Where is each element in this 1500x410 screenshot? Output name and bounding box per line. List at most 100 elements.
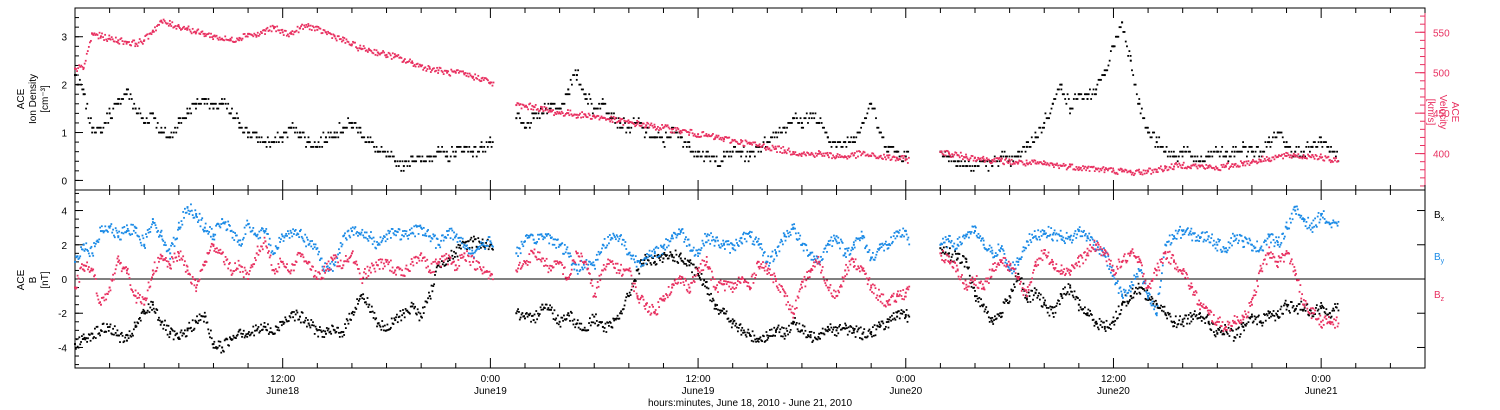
velocity-sample — [950, 156, 953, 158]
bx-sample — [812, 339, 815, 342]
bx-sample — [574, 326, 577, 329]
by-sample — [792, 228, 795, 230]
velocity-sample — [122, 43, 125, 46]
by-sample — [179, 226, 182, 229]
bx-sample — [1331, 309, 1334, 312]
velocity-sample — [416, 62, 419, 65]
bx-sample — [79, 343, 82, 346]
bx-sample — [442, 261, 445, 264]
by-sample — [445, 237, 448, 239]
velocity-sample — [734, 140, 737, 143]
velocity-sample — [88, 41, 91, 44]
density-sample — [310, 145, 312, 148]
bx-sample — [780, 335, 783, 338]
bx-sample — [1032, 298, 1034, 301]
velocity-sample — [780, 147, 783, 150]
density-sample — [177, 117, 180, 120]
density-sample — [860, 126, 863, 129]
by-sample — [568, 255, 571, 258]
bx-sample — [343, 334, 346, 336]
density-sample — [893, 150, 896, 153]
bx-sample — [85, 337, 88, 339]
by-sample — [231, 236, 234, 239]
velocity-sample — [202, 32, 205, 35]
bx-sample — [1086, 314, 1089, 317]
density-sample — [139, 112, 142, 115]
bx-sample — [563, 314, 565, 317]
velocity-sample — [800, 155, 803, 157]
by-sample — [236, 241, 239, 243]
bx-point — [264, 325, 267, 328]
density-sample — [485, 141, 488, 144]
velocity-tick-label: 450 — [1433, 109, 1450, 120]
density-sample — [317, 141, 320, 144]
bx-sample — [485, 241, 487, 244]
density-sample — [955, 165, 958, 167]
density-sample — [1192, 160, 1195, 163]
density-sample — [464, 145, 467, 148]
velocity-sample — [1068, 163, 1071, 166]
density-sample — [107, 122, 110, 124]
bx-sample — [775, 328, 778, 330]
velocity-sample — [590, 117, 593, 120]
density-sample — [867, 107, 870, 110]
velocity-sample — [1326, 156, 1329, 159]
velocity-sample — [470, 75, 473, 78]
velocity-sample — [432, 67, 434, 70]
bx-sample — [620, 310, 622, 313]
bx-sample — [416, 308, 419, 311]
velocity-sample — [145, 34, 148, 37]
bx-sample — [674, 249, 677, 252]
density-sample — [708, 155, 711, 158]
velocity-sample — [785, 152, 788, 155]
velocity-sample — [557, 112, 560, 115]
bx-sample — [1007, 302, 1010, 305]
density-sample — [276, 131, 279, 134]
density-sample — [962, 165, 965, 167]
bx-sample — [1008, 300, 1011, 303]
bx-sample — [718, 309, 721, 312]
by-sample — [277, 246, 280, 249]
density-sample — [237, 117, 239, 120]
by-sample — [440, 239, 442, 242]
velocity-sample — [347, 41, 350, 43]
density-sample — [643, 136, 646, 139]
by-sample — [211, 238, 214, 241]
velocity-sample — [1161, 168, 1163, 171]
density-sample — [705, 150, 708, 153]
velocity-point — [1190, 164, 1193, 167]
bx-sample — [324, 330, 326, 333]
by-sample — [582, 263, 585, 266]
density-sample — [112, 107, 115, 110]
by-sample — [600, 251, 603, 253]
by-sample — [796, 239, 799, 241]
velocity-sample — [995, 157, 998, 160]
bx-sample — [810, 330, 813, 333]
bx-sample — [353, 311, 356, 314]
bx-sample — [1072, 296, 1075, 299]
bx-sample — [907, 314, 910, 317]
velocity-sample — [963, 156, 965, 158]
density-sample — [1247, 150, 1250, 153]
bx-sample — [435, 266, 438, 269]
by-sample — [343, 234, 346, 237]
by-sample — [749, 230, 751, 233]
velocity-sample — [1012, 161, 1015, 164]
bx-sample — [734, 324, 737, 327]
velocity-sample — [688, 134, 690, 136]
density-sample — [1168, 150, 1170, 153]
density-sample — [634, 122, 636, 124]
density-sample — [416, 155, 419, 158]
by-sample — [572, 262, 575, 265]
velocity-sample — [644, 126, 647, 129]
bx-sample — [681, 259, 684, 262]
density-sample — [405, 160, 408, 163]
density-sample — [740, 155, 743, 158]
bx-sample — [711, 297, 714, 300]
velocity-sample — [207, 33, 209, 35]
velocity-point — [852, 154, 855, 157]
velocity-sample — [1108, 167, 1110, 170]
density-point — [1103, 74, 1106, 77]
by-sample — [628, 251, 631, 254]
